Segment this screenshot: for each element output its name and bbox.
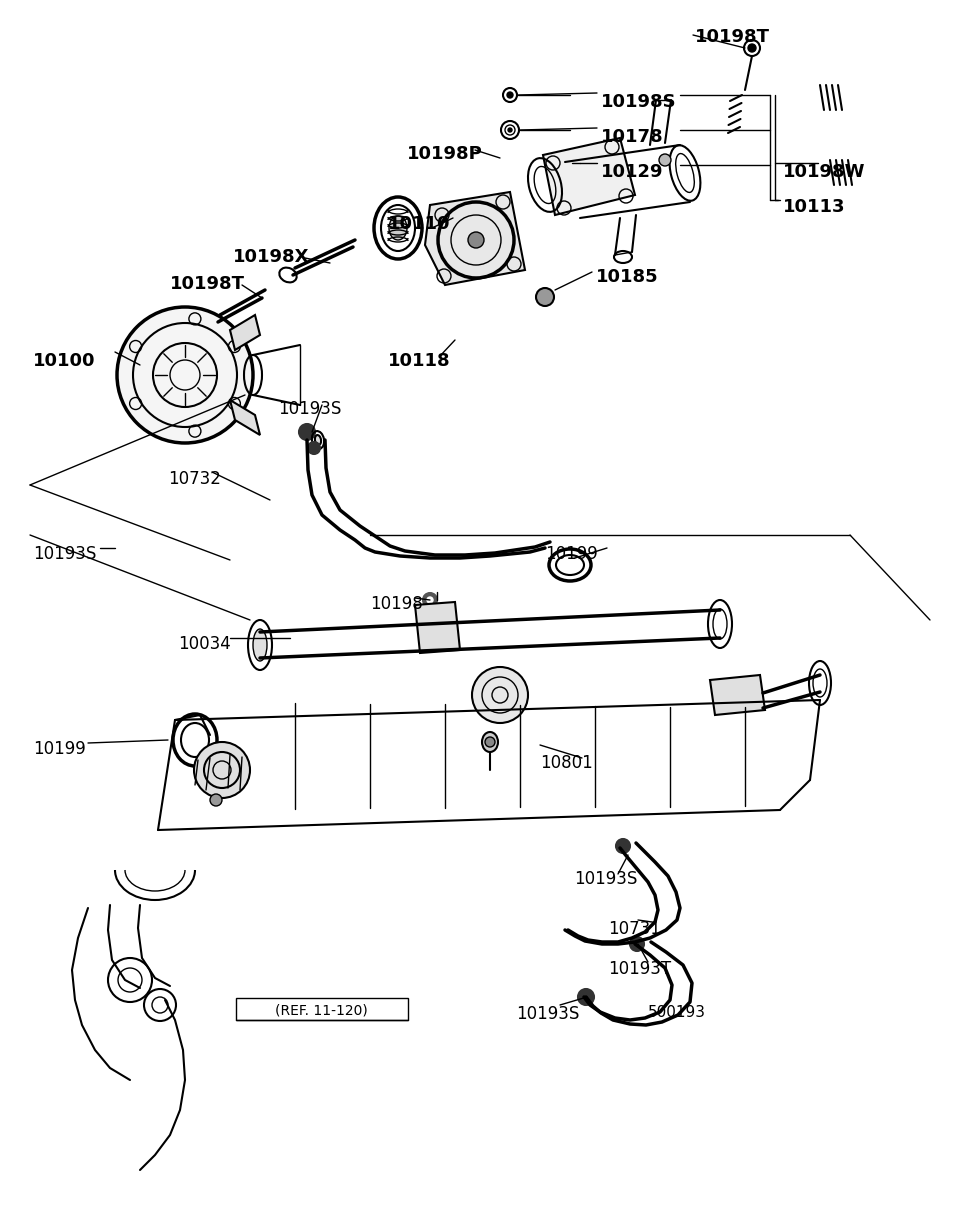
Circle shape — [194, 742, 250, 799]
Text: 10198X: 10198X — [233, 248, 309, 266]
Text: 10110: 10110 — [388, 215, 450, 234]
Polygon shape — [230, 401, 260, 436]
Text: 10118: 10118 — [388, 352, 450, 370]
Text: 10129: 10129 — [601, 163, 663, 182]
Ellipse shape — [253, 629, 267, 661]
Circle shape — [472, 667, 528, 724]
Circle shape — [299, 424, 315, 440]
Ellipse shape — [482, 732, 498, 751]
Text: 10193T: 10193T — [608, 960, 671, 978]
Text: 10198S: 10198S — [601, 93, 677, 111]
Bar — [236, 998, 408, 1020]
Circle shape — [117, 307, 253, 443]
Text: 10185: 10185 — [596, 267, 659, 286]
Circle shape — [616, 839, 630, 853]
Circle shape — [748, 44, 756, 52]
Polygon shape — [230, 315, 260, 350]
Text: 10193S: 10193S — [278, 401, 342, 417]
Text: 10731: 10731 — [608, 920, 660, 938]
Circle shape — [485, 737, 495, 747]
Ellipse shape — [315, 436, 321, 445]
Text: 10178: 10178 — [601, 128, 663, 146]
Text: 10801: 10801 — [540, 754, 592, 772]
Text: 10198T: 10198T — [695, 28, 770, 46]
Circle shape — [578, 989, 594, 1006]
Circle shape — [308, 442, 320, 454]
Circle shape — [468, 232, 484, 248]
Polygon shape — [710, 675, 765, 715]
Ellipse shape — [389, 217, 407, 240]
Polygon shape — [543, 138, 635, 215]
Text: 10198: 10198 — [370, 595, 422, 613]
Text: 10193S: 10193S — [33, 544, 96, 563]
Circle shape — [508, 128, 512, 132]
Circle shape — [507, 92, 513, 98]
Text: 10113: 10113 — [783, 198, 846, 217]
Text: 10198W: 10198W — [783, 163, 866, 182]
Text: 10732: 10732 — [168, 469, 221, 488]
Text: 500193: 500193 — [648, 1006, 706, 1020]
Circle shape — [630, 937, 644, 951]
Circle shape — [659, 154, 671, 166]
Text: 10199: 10199 — [545, 544, 598, 563]
Text: 10193S: 10193S — [516, 1006, 580, 1022]
Circle shape — [210, 794, 222, 806]
Circle shape — [427, 597, 433, 603]
Text: 10198P: 10198P — [407, 145, 483, 163]
Polygon shape — [425, 192, 525, 286]
Text: 10198T: 10198T — [170, 275, 245, 293]
Polygon shape — [415, 603, 460, 653]
Text: 10199: 10199 — [33, 741, 85, 757]
Text: 10034: 10034 — [178, 635, 230, 653]
Text: 10193S: 10193S — [574, 870, 637, 888]
Text: 10100: 10100 — [33, 352, 95, 370]
Circle shape — [423, 593, 437, 607]
Polygon shape — [580, 152, 600, 169]
Circle shape — [536, 288, 554, 306]
Text: (REF. 11-120): (REF. 11-120) — [275, 1004, 368, 1018]
